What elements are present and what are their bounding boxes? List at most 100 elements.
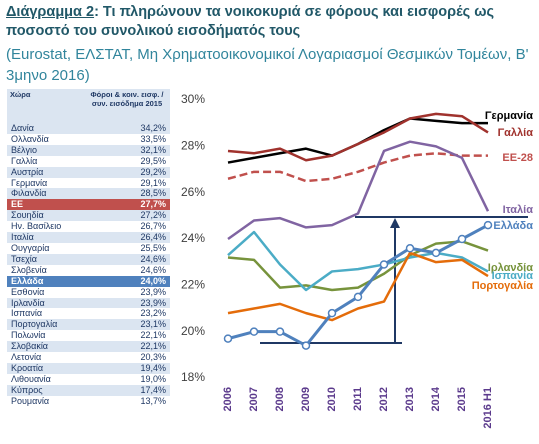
table-row: Αυστρία 29,2% bbox=[7, 166, 170, 178]
value-cell: 32,1% bbox=[84, 144, 170, 156]
point-marker bbox=[405, 244, 415, 253]
table-row: Ολλανδία 33,5% bbox=[7, 133, 170, 145]
table-row: Σλοβακία 22,1% bbox=[7, 341, 170, 353]
point-marker bbox=[301, 341, 311, 350]
value-cell: 19,4% bbox=[84, 362, 170, 374]
value-cell: 17,4% bbox=[84, 384, 170, 396]
subtitle: (Eurostat, ΕΛΣΤΑΤ, Μη Χρηματοοικονομικοί… bbox=[6, 46, 529, 84]
table-row: Ουγγαρία 25,5% bbox=[7, 242, 170, 254]
y-tick-label: 22% bbox=[181, 278, 205, 292]
country-cell: Τσεχία bbox=[7, 253, 84, 265]
series-line bbox=[227, 240, 489, 292]
title: Διάγραμμα 2: Τι πληρώνουν τα νοικοκυριά … bbox=[6, 4, 495, 39]
table-row: Ελλάδα 24,0% bbox=[7, 275, 170, 287]
table-row: Γαλλία 29,5% bbox=[7, 155, 170, 167]
point-marker bbox=[379, 260, 389, 269]
x-tick-label: 2011 bbox=[352, 387, 364, 411]
y-tick-label: 20% bbox=[181, 324, 205, 338]
point-marker bbox=[249, 327, 259, 336]
value-cell: 23,9% bbox=[84, 297, 170, 309]
table-row: Πολωνία 22,1% bbox=[7, 330, 170, 342]
point-marker bbox=[223, 334, 233, 343]
y-tick-label: 30% bbox=[181, 92, 205, 106]
point-marker bbox=[353, 292, 363, 302]
value-cell: 29,2% bbox=[84, 166, 170, 178]
table-body: Δανία 34,2% Ολλανδία 33,5% Βέλγιο 32,1% Γαλλία… bbox=[7, 123, 170, 407]
series-label: Γερμανία bbox=[485, 110, 533, 122]
title-text: Τι πληρώνουν τα νοικοκυριά σε φόρους και… bbox=[6, 4, 495, 39]
header-cell: Χώρα bbox=[7, 89, 84, 123]
x-tick-label: 2006 bbox=[222, 387, 234, 411]
table-row: Ιταλία 26,4% bbox=[7, 232, 170, 243]
value-cell: 28,5% bbox=[84, 188, 170, 200]
figure-label: Διάγραμμα 2 bbox=[6, 4, 95, 20]
country-cell: Αυστρία bbox=[7, 166, 84, 178]
country-cell: Πορτογαλία bbox=[7, 319, 84, 331]
country-cell: Γερμανία bbox=[7, 177, 84, 189]
y-tick-label: 26% bbox=[181, 185, 205, 199]
value-cell: 22,1% bbox=[84, 330, 170, 342]
table-row: Γερμανία 29,1% bbox=[7, 177, 170, 189]
country-cell: Πολωνία bbox=[7, 330, 84, 342]
y-tick-label: 28% bbox=[181, 139, 205, 153]
value-cell: 20,3% bbox=[84, 352, 170, 363]
country-cell: Ην. Βασίλειο bbox=[7, 221, 84, 233]
country-cell: Σλοβενία bbox=[7, 264, 84, 276]
table-row: Ρουμανία 13,7% bbox=[7, 395, 170, 407]
table-row: Σουηδία 27,2% bbox=[7, 210, 170, 222]
series-label: Γαλλία bbox=[498, 127, 534, 139]
value-cell: 27,7% bbox=[84, 199, 170, 211]
table-row: Ισπανία 23,2% bbox=[7, 308, 170, 320]
country-cell: Φιλανδία bbox=[7, 188, 84, 200]
point-marker bbox=[483, 220, 493, 230]
table-header: Χώρα Φόροι & κοιν. εισφ. /συν. εισόδημα … bbox=[7, 89, 170, 123]
value-cell: 24,6% bbox=[84, 264, 170, 276]
value-cell: 34,2% bbox=[84, 123, 170, 134]
point-marker bbox=[431, 248, 441, 258]
point-marker bbox=[457, 234, 467, 244]
value-cell: 27,2% bbox=[84, 210, 170, 222]
country-cell: Ιταλία bbox=[7, 232, 84, 243]
series-label: Ισπανία bbox=[492, 270, 534, 282]
x-tick-label: 2016 H1 bbox=[482, 387, 494, 429]
x-tick-label: 2012 bbox=[378, 387, 390, 411]
table-row: Δανία 34,2% bbox=[7, 123, 170, 134]
x-tick-label: 2013 bbox=[404, 387, 416, 411]
series-line bbox=[227, 230, 489, 292]
value-cell: 24,6% bbox=[84, 253, 170, 265]
value-cell: 23,2% bbox=[84, 308, 170, 320]
country-cell: Σουηδία bbox=[7, 210, 84, 222]
y-tick-label: 24% bbox=[181, 231, 205, 245]
country-cell: Λιθουανία bbox=[7, 373, 84, 385]
country-cell: Γαλλία bbox=[7, 155, 84, 167]
value-cell: 23,9% bbox=[84, 286, 170, 298]
series-line bbox=[227, 152, 488, 183]
x-tick-label: 2008 bbox=[274, 387, 286, 411]
country-cell: Ελλάδα bbox=[7, 275, 84, 287]
table-row: ΕΕ 27,7% bbox=[7, 199, 170, 211]
country-cell: Σλοβακία bbox=[7, 341, 84, 353]
table: Χώρα Φόροι & κοιν. εισφ. /συν. εισόδημα … bbox=[7, 89, 170, 407]
series-line bbox=[227, 251, 489, 322]
country-cell: Ολλανδία bbox=[7, 133, 84, 145]
table-row: Τσεχία 24,6% bbox=[7, 253, 170, 265]
country-cell: Βέλγιο bbox=[7, 144, 84, 156]
table-row: Ιρλανδία 23,9% bbox=[7, 297, 170, 309]
x-tick-label: 2015 bbox=[456, 387, 468, 411]
point-marker bbox=[275, 327, 285, 336]
x-tick-label: 2007 bbox=[248, 387, 260, 411]
country-cell: Δανία bbox=[7, 123, 84, 134]
series-line bbox=[227, 140, 490, 241]
value-cell: 22,1% bbox=[84, 341, 170, 353]
country-cell: ΕΕ bbox=[7, 199, 84, 211]
table-row: Λιθουανία 19,0% bbox=[7, 373, 170, 385]
value-cell: 19,0% bbox=[84, 373, 170, 385]
series-label: Πορτογαλία bbox=[472, 280, 534, 292]
table-row: Εσθονία 23,9% bbox=[7, 286, 170, 298]
header-cell: Φόροι & κοιν. εισφ. /συν. εισόδημα 2015 bbox=[84, 89, 170, 123]
value-cell: 24,0% bbox=[84, 275, 170, 287]
value-cell: 23,1% bbox=[84, 319, 170, 331]
table-row: Λετονία 20,3% bbox=[7, 352, 170, 363]
table-row: Πορτογαλία 23,1% bbox=[7, 319, 170, 331]
series-label: Ελλάδα bbox=[493, 220, 533, 232]
